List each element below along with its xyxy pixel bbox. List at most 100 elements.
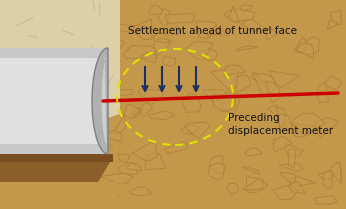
Polygon shape <box>327 20 338 29</box>
Polygon shape <box>203 90 226 102</box>
Polygon shape <box>245 148 262 156</box>
Polygon shape <box>148 111 175 120</box>
Polygon shape <box>104 189 119 203</box>
Polygon shape <box>100 144 113 150</box>
Polygon shape <box>222 92 240 114</box>
Polygon shape <box>254 74 275 96</box>
Polygon shape <box>252 72 264 83</box>
Polygon shape <box>229 6 239 23</box>
Polygon shape <box>330 10 341 24</box>
Polygon shape <box>324 76 341 89</box>
Polygon shape <box>100 173 134 184</box>
Polygon shape <box>182 125 199 135</box>
Polygon shape <box>125 163 141 171</box>
Polygon shape <box>0 154 113 162</box>
Polygon shape <box>133 142 157 161</box>
Bar <box>0 48 108 58</box>
Polygon shape <box>141 102 153 117</box>
Polygon shape <box>297 43 313 59</box>
Polygon shape <box>117 163 138 174</box>
Polygon shape <box>213 94 235 112</box>
Polygon shape <box>289 177 316 186</box>
Polygon shape <box>295 37 319 54</box>
Polygon shape <box>265 82 280 103</box>
Polygon shape <box>330 161 341 184</box>
Polygon shape <box>185 122 210 139</box>
Polygon shape <box>284 123 315 137</box>
Polygon shape <box>165 14 194 23</box>
Polygon shape <box>92 48 108 154</box>
Polygon shape <box>276 107 286 128</box>
Polygon shape <box>241 19 260 31</box>
Polygon shape <box>100 95 117 108</box>
Polygon shape <box>293 37 307 52</box>
Polygon shape <box>284 143 303 157</box>
Polygon shape <box>115 25 145 32</box>
Polygon shape <box>273 136 292 152</box>
Polygon shape <box>101 29 115 46</box>
Polygon shape <box>102 57 107 145</box>
Polygon shape <box>0 0 120 119</box>
Polygon shape <box>210 69 238 90</box>
Polygon shape <box>234 74 251 92</box>
Polygon shape <box>246 176 263 192</box>
Polygon shape <box>197 21 216 38</box>
Polygon shape <box>134 19 152 40</box>
Polygon shape <box>0 162 110 182</box>
Polygon shape <box>185 42 213 60</box>
Polygon shape <box>133 108 143 118</box>
Polygon shape <box>224 65 246 75</box>
Bar <box>0 48 108 154</box>
Polygon shape <box>165 141 188 154</box>
Polygon shape <box>242 167 260 175</box>
Bar <box>95 0 346 209</box>
Polygon shape <box>242 180 268 190</box>
Polygon shape <box>138 89 163 104</box>
Polygon shape <box>323 170 332 189</box>
Polygon shape <box>206 34 221 35</box>
Polygon shape <box>198 48 217 61</box>
Bar <box>0 144 108 154</box>
Polygon shape <box>240 5 252 11</box>
Polygon shape <box>209 26 228 36</box>
Polygon shape <box>236 46 258 51</box>
Text: Settlement ahead of tunnel face: Settlement ahead of tunnel face <box>128 26 298 36</box>
Polygon shape <box>288 149 296 168</box>
Polygon shape <box>264 28 278 40</box>
Polygon shape <box>279 172 295 183</box>
Polygon shape <box>314 118 339 137</box>
Polygon shape <box>108 89 133 96</box>
Polygon shape <box>130 187 152 196</box>
Polygon shape <box>318 83 328 103</box>
Polygon shape <box>224 9 255 21</box>
Polygon shape <box>268 105 280 119</box>
Polygon shape <box>123 46 157 58</box>
Polygon shape <box>158 9 169 25</box>
Polygon shape <box>227 183 238 195</box>
Polygon shape <box>144 153 165 170</box>
Text: Preceding
displacement meter: Preceding displacement meter <box>228 113 333 136</box>
Polygon shape <box>149 5 162 14</box>
Polygon shape <box>318 171 333 180</box>
Polygon shape <box>315 196 337 204</box>
Polygon shape <box>100 130 121 142</box>
Polygon shape <box>165 26 180 35</box>
Polygon shape <box>156 38 172 43</box>
Polygon shape <box>100 38 124 50</box>
Polygon shape <box>279 164 303 171</box>
Polygon shape <box>100 34 112 43</box>
Polygon shape <box>273 186 298 200</box>
Polygon shape <box>113 115 125 133</box>
Polygon shape <box>269 71 300 87</box>
Polygon shape <box>278 114 292 132</box>
Bar <box>0 182 118 209</box>
Polygon shape <box>208 163 225 179</box>
Polygon shape <box>288 181 306 194</box>
Polygon shape <box>118 154 130 162</box>
Polygon shape <box>163 56 176 66</box>
Polygon shape <box>124 104 140 119</box>
Polygon shape <box>141 53 157 63</box>
Polygon shape <box>210 155 224 174</box>
Polygon shape <box>182 94 201 112</box>
Polygon shape <box>154 33 169 55</box>
